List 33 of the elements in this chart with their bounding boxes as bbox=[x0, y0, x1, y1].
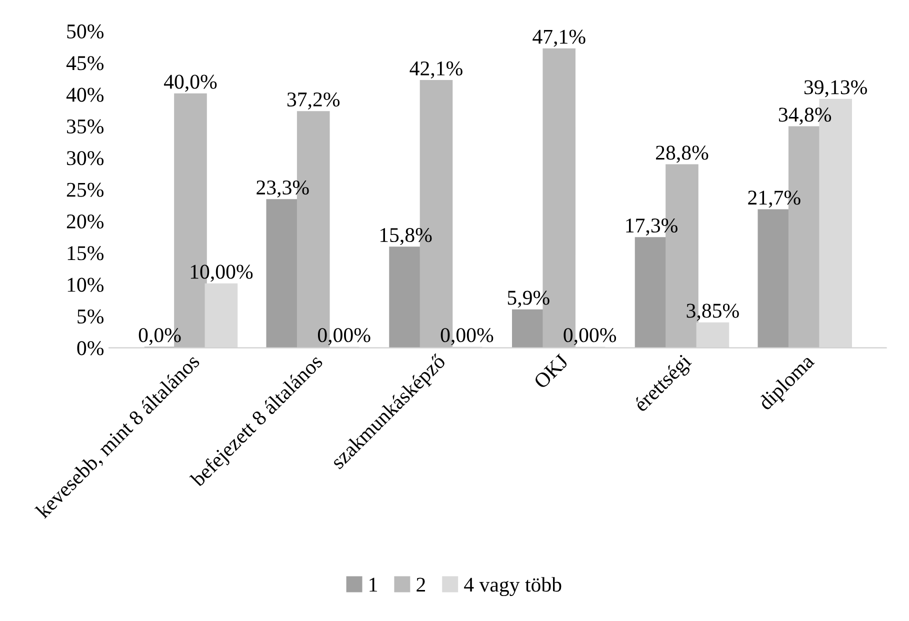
data-label: 28,8% bbox=[656, 146, 708, 163]
data-label: 47,1% bbox=[532, 30, 586, 47]
data-label: 40,0% bbox=[164, 74, 217, 92]
y-tick-label: 20% bbox=[66, 214, 104, 229]
y-tick-label: 15% bbox=[68, 246, 104, 260]
data-label: 10,00% bbox=[190, 264, 253, 282]
legend-label: 2 bbox=[416, 578, 425, 592]
data-label: 34,8% bbox=[778, 108, 832, 125]
y-tick-label: 45% bbox=[66, 56, 104, 70]
x-tick-label: OKJ bbox=[533, 353, 570, 390]
y-tick-label: 25% bbox=[66, 182, 104, 197]
y-tick-label: 50% bbox=[67, 24, 104, 39]
data-label: 0,0% bbox=[138, 328, 181, 346]
data-label: 5,9% bbox=[508, 290, 550, 308]
y-tick-label: 0% bbox=[77, 341, 104, 356]
data-label: 0,00% bbox=[440, 328, 494, 346]
y-tick-label: 30% bbox=[67, 151, 104, 166]
y-tick-label: 10% bbox=[68, 278, 104, 292]
y-tick-label: 40% bbox=[66, 88, 104, 102]
data-label: 3,85% bbox=[686, 304, 739, 321]
data-label: 15,8% bbox=[380, 228, 432, 246]
data-label: 21,7% bbox=[748, 190, 800, 208]
data-label: 42,1% bbox=[410, 61, 462, 78]
data-label: 0,00% bbox=[318, 328, 370, 346]
data-label: 37,2% bbox=[287, 92, 340, 110]
legend-label: 4 vagy több bbox=[464, 577, 562, 596]
data-label: 23,3% bbox=[256, 180, 309, 198]
data-label: 0,00% bbox=[564, 328, 616, 346]
data-label: 17,3% bbox=[626, 218, 678, 236]
y-tick-label: 35% bbox=[67, 119, 104, 134]
y-tick-label: 5% bbox=[78, 309, 104, 324]
data-label: 39,13% bbox=[804, 80, 867, 98]
legend-label: 1 bbox=[370, 578, 377, 592]
